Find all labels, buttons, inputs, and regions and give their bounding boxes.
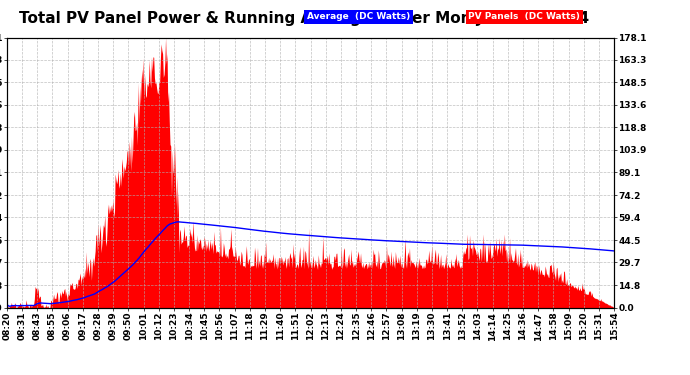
- Text: Total PV Panel Power & Running Average Power Mon Jan 13  15:54: Total PV Panel Power & Running Average P…: [19, 11, 589, 26]
- Text: Average  (DC Watts): Average (DC Watts): [307, 12, 411, 21]
- Text: PV Panels  (DC Watts): PV Panels (DC Watts): [469, 12, 580, 21]
